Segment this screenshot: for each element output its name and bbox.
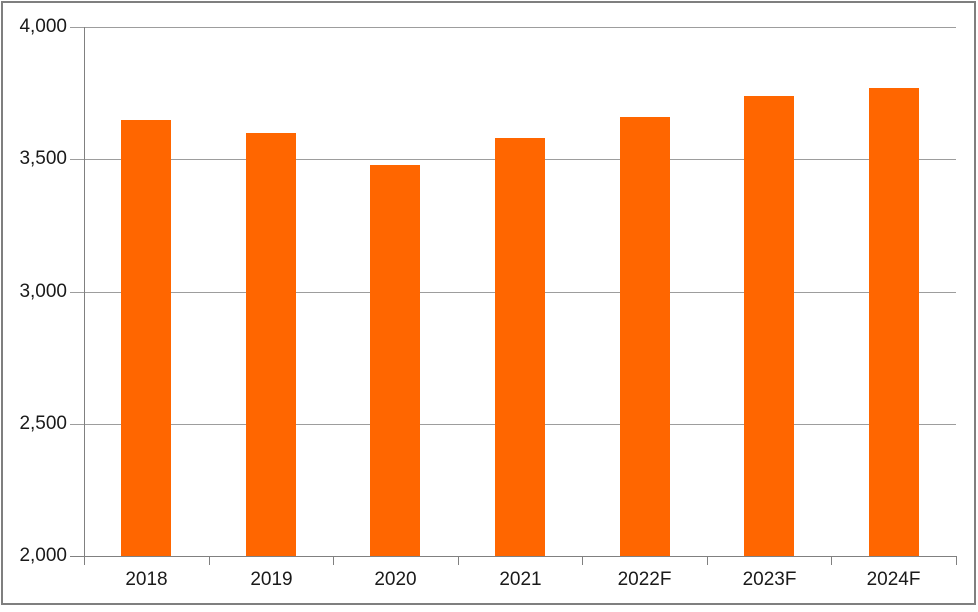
bar-2021 — [495, 138, 545, 556]
y-tick-label-2500: 2,500 — [19, 413, 67, 434]
bar-2022F — [620, 117, 670, 556]
x-tick-label-2020: 2020 — [374, 569, 417, 590]
x-tick-label-2023F: 2023F — [742, 569, 797, 590]
x-axis-tick-4 — [582, 556, 583, 565]
x-tick-label-2018: 2018 — [125, 569, 168, 590]
y-tick-label-3500: 3,500 — [19, 148, 67, 169]
x-axis-line — [70, 556, 956, 557]
y-axis-line — [84, 27, 85, 556]
bar-2018 — [121, 120, 171, 556]
x-axis-tick-3 — [458, 556, 459, 565]
y-tick-label-4000: 4,000 — [19, 16, 67, 37]
y-tick-label-3000: 3,000 — [19, 281, 67, 302]
x-tick-label-2022F: 2022F — [617, 569, 672, 590]
bar-2020 — [370, 165, 420, 556]
x-axis-tick-6 — [831, 556, 832, 565]
x-axis-tick-2 — [333, 556, 334, 565]
x-tick-label-2024F: 2024F — [866, 569, 921, 590]
bar-2023F — [744, 96, 794, 556]
x-axis-tick-0 — [84, 556, 85, 565]
x-tick-label-2019: 2019 — [250, 569, 293, 590]
y-tick-label-2000: 2,000 — [19, 545, 67, 566]
bar-2019 — [246, 133, 296, 556]
x-axis-tick-7 — [956, 556, 957, 565]
bar-2024F — [869, 88, 919, 556]
x-axis-tick-5 — [707, 556, 708, 565]
gridline-4000 — [70, 27, 956, 28]
x-axis-tick-1 — [209, 556, 210, 565]
x-tick-label-2021: 2021 — [499, 569, 542, 590]
